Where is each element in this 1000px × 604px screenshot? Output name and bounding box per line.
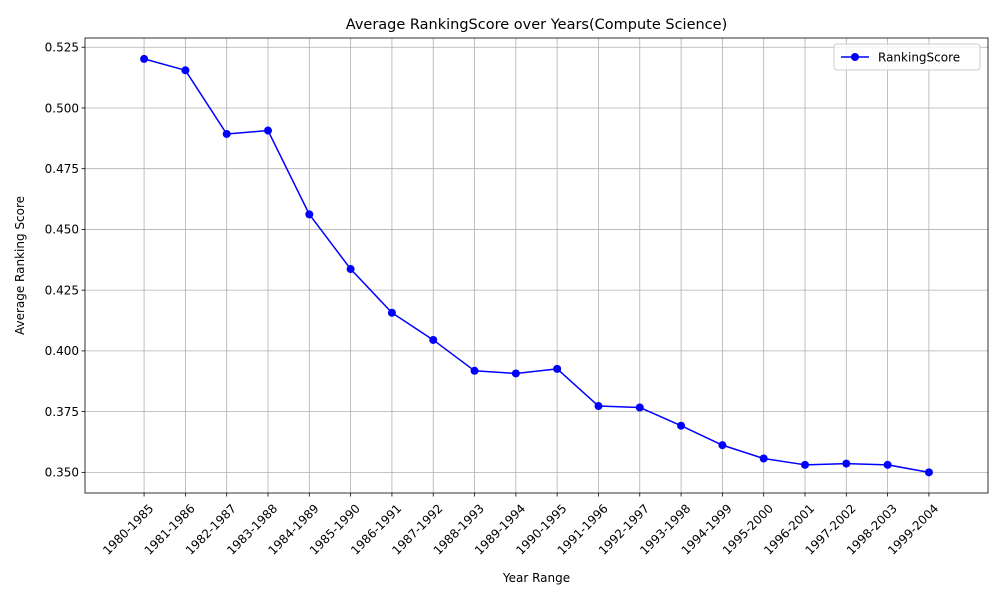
y-tick-label: 0.400 — [45, 344, 79, 358]
data-point — [883, 460, 892, 469]
legend-label: RankingScore — [878, 51, 960, 65]
data-point — [553, 364, 562, 373]
y-tick-label: 0.350 — [45, 466, 79, 480]
y-axis: 0.350 0.375 0.400 0.425 0.450 0.475 0.500 0.525 — [45, 41, 85, 480]
data-point — [222, 129, 231, 138]
y-axis-label: Average Ranking Score — [13, 196, 27, 335]
x-axis-label: Year Range — [502, 571, 570, 585]
data-point — [305, 210, 314, 219]
data-point — [387, 308, 396, 317]
data-point — [635, 403, 644, 412]
data-point — [470, 366, 479, 375]
data-point — [429, 335, 438, 344]
y-tick-label: 0.450 — [45, 223, 79, 237]
chart-title: Average RankingScore over Years(Compute … — [346, 17, 727, 33]
data-point — [718, 441, 727, 450]
data-point — [511, 369, 520, 378]
x-axis: 1980-19851981-19861982-19871983-19881984… — [100, 493, 941, 558]
data-point — [181, 66, 190, 75]
data-point — [924, 468, 933, 477]
data-point — [677, 421, 686, 430]
grid — [85, 38, 988, 493]
data-point — [264, 126, 273, 135]
plot-frame — [84, 37, 989, 494]
y-tick-label: 0.425 — [45, 283, 79, 297]
y-tick-label: 0.375 — [45, 405, 79, 419]
legend: RankingScore — [833, 43, 981, 71]
data-point — [800, 460, 809, 469]
series-layer — [140, 54, 933, 477]
data-point — [346, 265, 355, 274]
data-point — [140, 54, 149, 63]
legend-marker-swatch — [851, 53, 859, 61]
y-tick-label: 0.500 — [45, 101, 79, 115]
y-tick-label: 0.475 — [45, 162, 79, 176]
data-point — [759, 454, 768, 463]
y-tick-label: 0.525 — [45, 41, 79, 55]
data-point — [594, 402, 603, 411]
legend-box — [833, 43, 981, 71]
series-line — [143, 58, 930, 474]
data-point — [842, 459, 851, 468]
